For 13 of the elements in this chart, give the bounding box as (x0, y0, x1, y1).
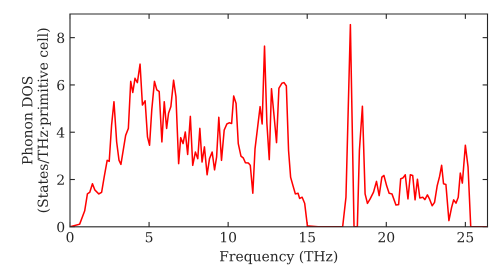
x-tick-label: 25 (457, 232, 474, 242)
x-tick-label: 5 (146, 232, 152, 242)
y-tick-label: 2 (57, 174, 64, 185)
x-tick-label: 0 (66, 232, 74, 242)
x-tick-label: 15 (300, 232, 315, 242)
x-tick-label: 10 (221, 232, 236, 242)
y-tick-label: 0 (57, 222, 64, 232)
y-tick-label: 8 (57, 32, 64, 44)
x-tick-label: 20 (378, 232, 394, 242)
y-axis-title: Phonon DOS (States/THz·primitive cell) (22, 28, 51, 212)
x-axis-title: Frequency (THz) (220, 250, 338, 264)
y-tick-label: 6 (57, 80, 64, 90)
y-tick-label: 4 (56, 127, 64, 138)
